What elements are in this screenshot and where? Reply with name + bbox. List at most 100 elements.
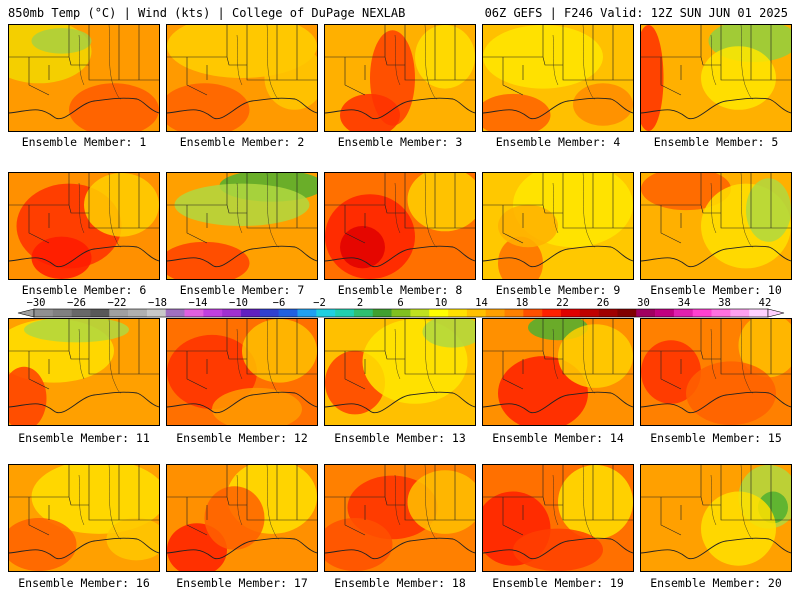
temperature-shading [641, 340, 701, 404]
ensemble-map-panel [482, 318, 634, 426]
ensemble-member-label: Ensemble Member: 15 [650, 431, 782, 445]
map-boundary-lines [483, 173, 633, 244]
colorbar-swatch [184, 309, 204, 317]
colorbar-swatch [278, 309, 298, 317]
colorbar-swatch [165, 309, 185, 317]
temperature-shading [24, 319, 129, 343]
ensemble-member-label: Ensemble Member: 4 [495, 135, 621, 149]
colorbar-tick-label: 42 [758, 297, 772, 309]
ensemble-member-label: Ensemble Member: 3 [337, 135, 463, 149]
colorbar-swatch [523, 309, 543, 317]
map-boundary-lines [9, 319, 159, 390]
ensemble-map-panel [166, 172, 318, 280]
map-boundary-lines [641, 537, 791, 560]
temperature-shading [212, 387, 302, 425]
map-boundary-lines [325, 319, 475, 390]
colorbar-tick-label: 18 [515, 297, 529, 309]
map-boundary-lines [78, 319, 122, 394]
map-boundary-lines [552, 319, 596, 394]
temperature-shading [9, 366, 47, 425]
map-boundary-lines [167, 97, 317, 120]
colorbar-swatch [673, 309, 694, 317]
map-boundary-lines [167, 391, 317, 414]
map-boundary-lines [167, 25, 317, 96]
map-boundary-lines [710, 173, 754, 248]
map-boundary-lines [483, 537, 633, 560]
map-boundary-lines [9, 173, 159, 244]
map-boundary-lines [710, 25, 754, 100]
temperature-shading [415, 25, 475, 89]
ensemble-member-label: Ensemble Member: 19 [492, 576, 624, 590]
map-boundary-lines [78, 465, 122, 540]
ensemble-member-label: Ensemble Member: 7 [179, 283, 305, 297]
map-boundary-lines [641, 245, 791, 268]
map-boundary-lines [641, 173, 791, 244]
ensemble-member-label: Ensemble Member: 16 [18, 576, 150, 590]
colorbar-swatch [617, 309, 637, 317]
ensemble-member-label: Ensemble Member: 2 [179, 135, 305, 149]
map-boundary-lines [641, 97, 791, 120]
temperature-shading [407, 173, 475, 232]
map-boundary-lines [552, 25, 596, 100]
temperature-shading [84, 173, 159, 237]
colorbar-swatch [391, 309, 411, 317]
map-boundary-lines [167, 465, 317, 536]
colorbar-swatch [353, 309, 374, 317]
map-boundary-lines [9, 97, 159, 120]
colorbar-swatch [542, 309, 562, 317]
map-boundary-lines [236, 465, 280, 540]
colorbar-swatch [410, 309, 430, 317]
map-boundary-lines [236, 173, 280, 248]
ensemble-member-label: Ensemble Member: 1 [21, 135, 147, 149]
ensemble-map-panel [324, 24, 476, 132]
temperature-shading [641, 173, 731, 211]
colorbar-swatch [335, 309, 355, 317]
map-boundary-lines [325, 173, 475, 244]
colorbar-swatch [636, 309, 656, 317]
map-boundary-lines [325, 537, 475, 560]
map-boundary-lines [483, 391, 633, 414]
colorbar-tick-label: −14 [188, 297, 208, 309]
colorbar-swatch [241, 309, 261, 317]
colorbar-tick-label: 22 [556, 297, 569, 309]
colorbar-swatch [52, 309, 72, 317]
temperature-shading [558, 465, 633, 540]
ensemble-map-panel [640, 318, 792, 426]
colorbar-swatch [598, 309, 618, 317]
temperature-shading [686, 361, 776, 425]
colorbar-tick-label: 6 [397, 297, 404, 309]
map-boundary-lines [78, 173, 122, 248]
colorbar-swatch [34, 309, 54, 317]
map-boundary-lines [552, 465, 596, 540]
map-boundary-lines [325, 465, 475, 536]
map-boundary-lines [9, 391, 159, 414]
map-boundary-lines [710, 465, 754, 540]
colorbar-swatch [259, 309, 279, 317]
colorbar-swatch [749, 309, 769, 317]
map-boundary-lines [483, 245, 633, 268]
map-title: 850mb Temp (°C) | Wind (kts) | College o… [8, 6, 406, 20]
colorbar-swatch [429, 309, 449, 317]
map-boundary-lines [394, 25, 438, 100]
map-boundary-lines [552, 173, 596, 248]
map-boundary-lines [325, 245, 475, 268]
map-boundary-lines [9, 537, 159, 560]
colorbar-swatch [692, 309, 712, 317]
colorbar-swatch [372, 309, 392, 317]
map-boundary-lines [167, 245, 317, 268]
ensemble-member-label: Ensemble Member: 11 [18, 431, 150, 445]
ensemble-member-label: Ensemble Member: 18 [334, 576, 466, 590]
ensemble-member-label: Ensemble Member: 10 [650, 283, 782, 297]
map-boundary-lines [167, 319, 317, 390]
colorbar-swatch [560, 309, 581, 317]
map-boundary-lines [710, 319, 754, 394]
temperature-shading [167, 334, 257, 410]
temperature-shading [407, 470, 475, 534]
colorbar-swatch [222, 309, 242, 317]
colorbar-swatch [466, 309, 486, 317]
map-boundary-lines [236, 319, 280, 394]
colorbar-swatch [90, 309, 110, 317]
map-boundary-lines [641, 391, 791, 414]
ensemble-map-panel [324, 172, 476, 280]
colorbar-swatch [730, 309, 750, 317]
